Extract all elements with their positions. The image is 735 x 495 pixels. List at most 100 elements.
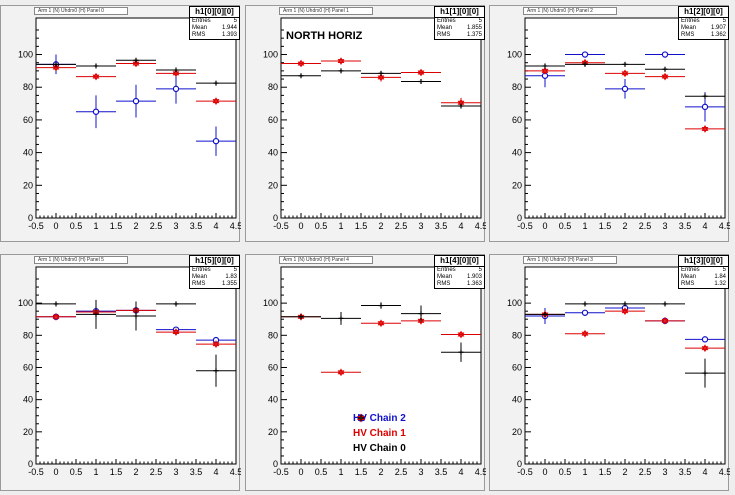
stats-key: Entries [192,18,211,24]
stats-value: 5 [478,18,482,24]
stats-value: 5 [233,18,237,24]
x-tick-label: 1 [93,221,98,231]
x-tick-label: 0.5 [315,467,328,477]
stats-value: 1.903 [466,274,482,280]
y-tick-label: 0 [517,459,522,469]
stats-title: h1[5][0][0] [190,256,239,267]
y-tick-label: 40 [268,148,278,158]
x-tick-label: 4.5 [230,467,241,477]
stats-value: 1.32 [714,281,726,287]
data-point-star [156,328,196,336]
y-tick-label: 20 [268,427,278,437]
y-tick-label: 80 [268,330,278,340]
y-tick-label: 60 [268,362,278,372]
x-tick-label: 0.5 [70,467,83,477]
data-point-circle [156,74,196,104]
stats-row: Entries 5 [679,18,728,25]
data-point-cross [281,314,321,320]
stats-key: RMS [681,32,695,38]
data-point-cross [36,61,76,67]
data-point-star [196,340,236,349]
data-point-cross [605,61,645,67]
pad-title: Arm 1 (N) Uhdrx0 (H) Panel 2 [523,7,617,15]
stats-row: Mean 1.855 [435,25,484,32]
stats-title: h1[3][0][0] [679,256,728,267]
x-tick-label: 2.5 [639,221,652,231]
histogram-pad: -0.5 0 0.5 1 1.5 2 2.5 3 3.5 4 4.5 0 20 40 60 80 100 Arm … [245,5,486,242]
x-tick-label: 1.5 [110,467,123,477]
stats-row: Entries 5 [190,18,239,25]
x-tick-label: 0.5 [315,221,328,231]
plot-frame [524,266,726,465]
y-tick-label: 100 [507,50,522,60]
x-tick-label: 2 [622,221,627,231]
stats-key: RMS [681,281,695,287]
stats-row: Mean 1.84 [679,274,728,281]
y-tick-label: 80 [512,82,522,92]
data-point-cross [525,63,565,69]
stats-box: h1[0][0][0] Entries 5 Mean 1.944 RMS 1.393 [189,6,240,40]
stats-box: h1[5][0][0] Entries 5 Mean 1.83 RMS 1.355 [189,255,240,289]
stats-value: 1.944 [221,25,237,31]
x-tick-label: 1.5 [599,221,612,231]
stats-key: RMS [437,32,451,38]
x-tick-label: 0.5 [559,467,572,477]
x-tick-label: 0 [53,221,58,231]
pad-title: Arm 1 (N) Uhdrx0 (H) Panel 4 [279,256,373,264]
x-tick-label: -0.5 [517,467,533,477]
y-tick-label: 0 [28,459,33,469]
legend-label: HV Chain 2 [353,413,406,424]
data-point-cross [685,358,725,388]
histogram-pad: -0.5 0 0.5 1 1.5 2 2.5 3 3.5 4 4.5 0 20 40 60 80 100 Arm … [0,254,241,491]
y-tick-label: 40 [512,148,522,158]
x-tick-label: 2 [133,467,138,477]
legend-label: HV Chain 0 [353,443,406,454]
data-point-cross [441,103,481,109]
data-point-cross [361,70,401,76]
stats-value: 1.84 [714,274,726,280]
x-tick-label: -0.5 [273,467,289,477]
y-tick-label: 0 [28,213,33,223]
x-tick-label: 3.5 [435,467,448,477]
data-point-cross [645,66,685,72]
y-tick-label: 60 [23,362,33,372]
stats-box: h1[1][0][0] Entries 5 Mean 1.855 RMS 1.375 [434,6,485,40]
data-point-circle [605,79,645,99]
y-tick-label: 40 [268,395,278,405]
stats-value: 1.393 [221,32,237,38]
x-tick-label: 3.5 [435,221,448,231]
stats-key: Mean [192,25,208,31]
x-tick-label: 2.5 [395,467,408,477]
stats-value: 1.907 [710,25,726,31]
data-point-star [196,97,236,106]
x-tick-label: 3.5 [190,467,203,477]
x-tick-label: 4 [458,467,463,477]
stats-row: Entries 5 [679,267,728,274]
x-tick-label: 3.5 [679,221,692,231]
x-tick-label: 2 [133,221,138,231]
x-tick-label: 2.5 [639,467,652,477]
x-tick-label: 0 [542,221,547,231]
y-tick-label: 40 [23,148,33,158]
x-tick-label: 3.5 [679,467,692,477]
x-tick-label: 3 [418,221,423,231]
x-tick-label: 0.5 [559,221,572,231]
y-tick-label: 100 [263,298,278,308]
x-tick-label: 4 [458,221,463,231]
data-point-cross [36,301,76,307]
y-tick-label: 20 [512,180,522,190]
data-point-cross [116,57,156,63]
stats-key: Entries [437,18,456,24]
plot-frame [35,17,237,219]
stats-row: RMS 1.363 [435,281,484,288]
data-point-cross [321,311,361,325]
stats-key: Entries [681,267,700,273]
x-tick-label: 1 [338,221,343,231]
data-point-cross [76,299,116,329]
x-tick-label: 0 [298,221,303,231]
x-tick-label: 1.5 [110,221,123,231]
